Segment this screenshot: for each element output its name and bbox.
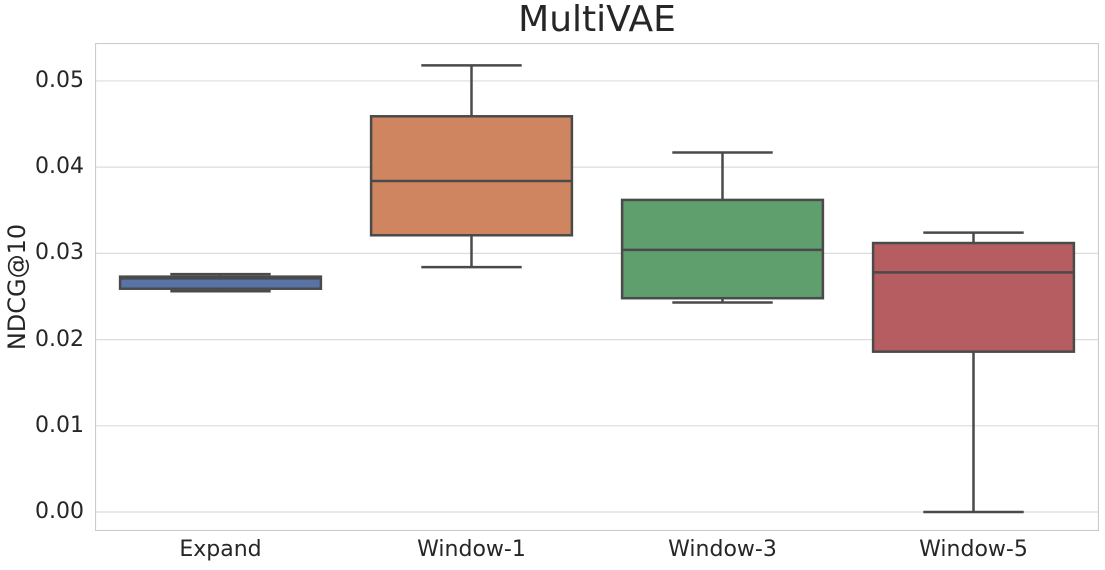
box-group-window-1 xyxy=(369,64,574,269)
box-group-window-3 xyxy=(620,151,825,304)
plot-area xyxy=(95,43,1099,531)
box-rect-expand xyxy=(118,275,323,290)
y-tick-label-0.04: 0.04 xyxy=(35,154,84,180)
chart-title: MultiVAE xyxy=(518,0,676,40)
box-rect-window-5 xyxy=(871,241,1076,353)
y-tick-label-0.01: 0.01 xyxy=(35,412,84,438)
plot-spines xyxy=(95,43,1099,531)
x-tick-label-expand: Expand xyxy=(179,537,262,562)
box-group-window-5 xyxy=(871,231,1076,514)
boxplot-svg xyxy=(95,43,1099,531)
x-tick-label-window-5: Window-5 xyxy=(919,537,1028,562)
box-rect-window-1 xyxy=(369,115,574,237)
y-tick-label-0.02: 0.02 xyxy=(35,326,84,352)
x-tick-label-window-1: Window-1 xyxy=(417,537,526,562)
box-group-expand xyxy=(118,272,323,293)
y-tick-label-0.03: 0.03 xyxy=(35,240,84,266)
y-tick-label-0.05: 0.05 xyxy=(35,67,84,93)
x-tick-label-window-3: Window-3 xyxy=(668,537,777,562)
y-tick-label-0.00: 0.00 xyxy=(35,499,84,525)
